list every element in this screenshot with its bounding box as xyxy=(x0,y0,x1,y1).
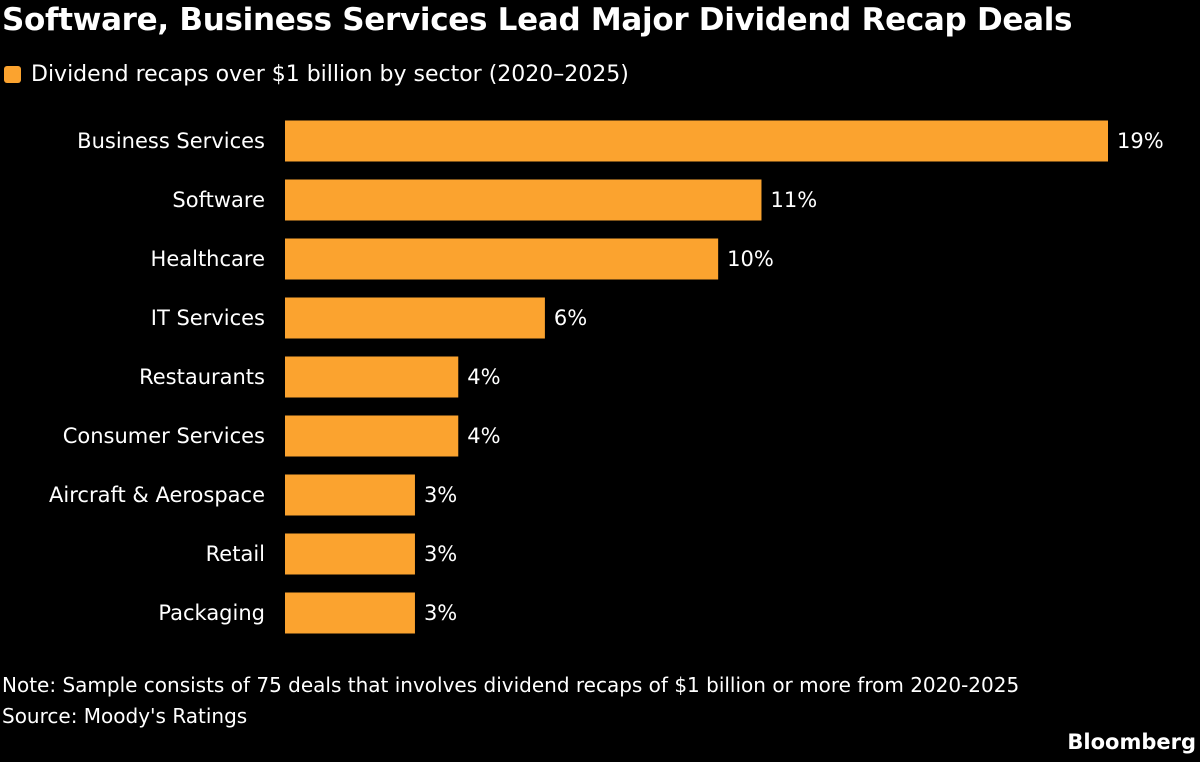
category-label: Retail xyxy=(206,542,265,566)
legend-label: Dividend recaps over $1 billion by secto… xyxy=(31,62,629,87)
legend-swatch xyxy=(4,66,21,83)
category-label: Aircraft & Aerospace xyxy=(49,483,265,507)
category-label: Restaurants xyxy=(139,365,265,389)
data-label: 4% xyxy=(467,365,500,389)
category-label: IT Services xyxy=(151,306,265,330)
data-label: 6% xyxy=(554,306,587,330)
bloomberg-logo: Bloomberg xyxy=(1067,730,1196,754)
data-label: 3% xyxy=(424,601,457,625)
category-label: Software xyxy=(172,188,265,212)
legend: Dividend recaps over $1 billion by secto… xyxy=(4,62,629,87)
data-label: 4% xyxy=(467,424,500,448)
category-label: Healthcare xyxy=(151,247,265,271)
bar-it-services xyxy=(285,297,545,339)
category-label: Consumer Services xyxy=(63,424,265,448)
data-label: 11% xyxy=(770,188,817,212)
bar-packaging xyxy=(285,592,415,634)
data-label: 3% xyxy=(424,483,457,507)
note-text: Note: Sample consists of 75 deals that i… xyxy=(2,673,1020,697)
bar-consumer-services xyxy=(285,415,459,457)
source-text: Source: Moody's Ratings xyxy=(2,704,248,728)
data-label: 10% xyxy=(727,247,774,271)
category-label: Packaging xyxy=(158,601,265,625)
bar-retail xyxy=(285,533,415,575)
bar-business-services xyxy=(285,120,1108,162)
category-label: Business Services xyxy=(77,129,265,153)
bar-restaurants xyxy=(285,356,459,398)
data-label: 19% xyxy=(1117,129,1164,153)
bar-aircraft-aerospace xyxy=(285,474,415,516)
chart-title: Software, Business Services Lead Major D… xyxy=(2,2,1073,38)
data-label: 3% xyxy=(424,542,457,566)
bar-software xyxy=(285,179,762,221)
bar-healthcare xyxy=(285,238,719,280)
footer: Note: Sample consists of 75 deals that i… xyxy=(2,670,1019,732)
